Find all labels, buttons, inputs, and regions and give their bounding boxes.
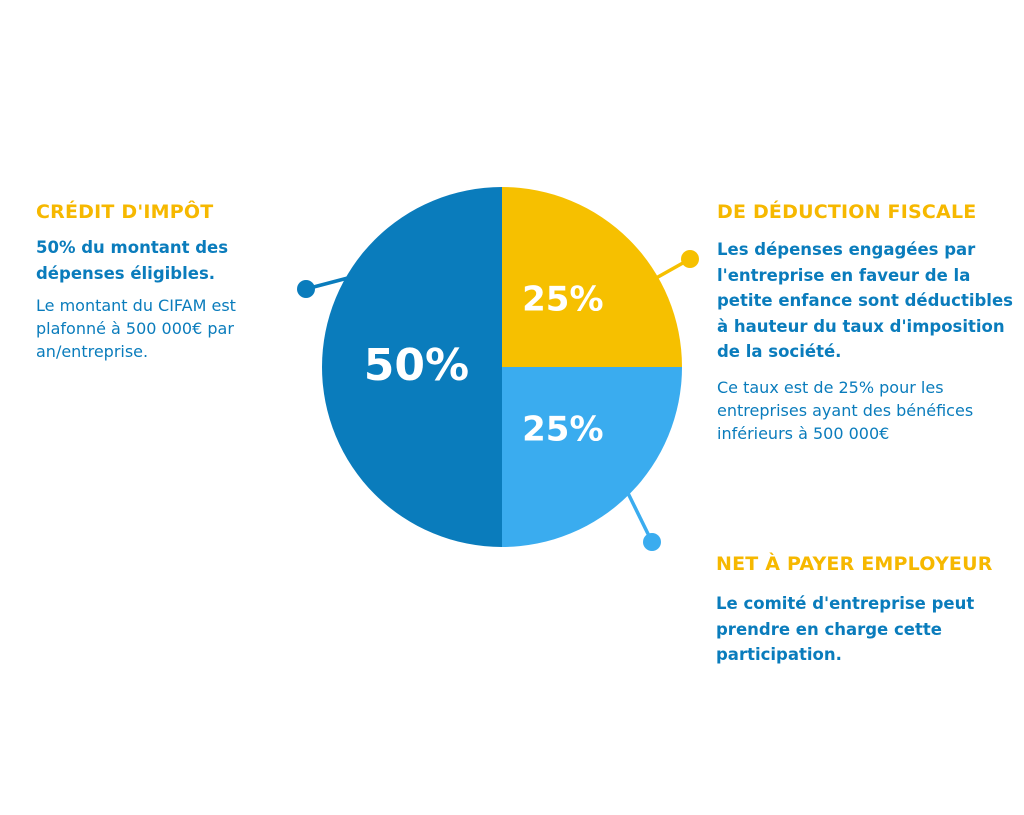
callout-net-a-payer-dot <box>643 533 661 551</box>
net-a-payer-bold-text: Le comité d'entreprise peut prendre en c… <box>716 594 975 664</box>
net-a-payer-block: NET À PAYER EMPLOYEUR Le comité d'entrep… <box>716 553 1016 668</box>
slice-label-deduction-fiscale: 25% <box>522 280 603 320</box>
deduction-fiscale-text: Ce taux est de 25% pour les entreprises … <box>717 377 974 443</box>
deduction-fiscale-block: DE DÉDUCTION FISCALE Les dépenses engagé… <box>717 201 1017 445</box>
slice-credit-impot <box>322 187 502 547</box>
callout-net-a-payer <box>626 492 661 551</box>
callout-net-a-payer-line <box>626 492 654 543</box>
slice-label-credit-impot: 50% <box>364 340 469 391</box>
credit-impot-text: Le montant du CIFAM est plafonné à 500 0… <box>36 296 236 361</box>
credit-impot-block: CRÉDIT D'IMPÔT 50% du montant des dépens… <box>36 201 306 363</box>
slice-label-net-a-payer: 25% <box>522 409 603 449</box>
callout-deduction-fiscale-dot <box>681 250 699 268</box>
credit-impot-bold-text: 50% du montant des dépenses éligibles. <box>36 238 229 283</box>
deduction-fiscale-bold-text: Les dépenses engagées par l'entreprise e… <box>717 240 1013 361</box>
callout-credit-impot <box>297 276 349 298</box>
deduction-fiscale-heading: DE DÉDUCTION FISCALE <box>717 201 977 223</box>
callout-credit-impot-dot <box>297 280 315 298</box>
slice-net-a-payer <box>502 367 682 547</box>
credit-impot-heading: CRÉDIT D'IMPÔT <box>36 201 214 223</box>
slice-deduction-fiscale <box>502 187 682 367</box>
pie-slices <box>322 187 682 547</box>
callout-connectors <box>297 250 699 551</box>
callout-deduction-fiscale <box>655 250 699 280</box>
pie-labels: 50% 25% 25% <box>364 280 604 450</box>
net-a-payer-heading: NET À PAYER EMPLOYEUR <box>716 553 993 575</box>
